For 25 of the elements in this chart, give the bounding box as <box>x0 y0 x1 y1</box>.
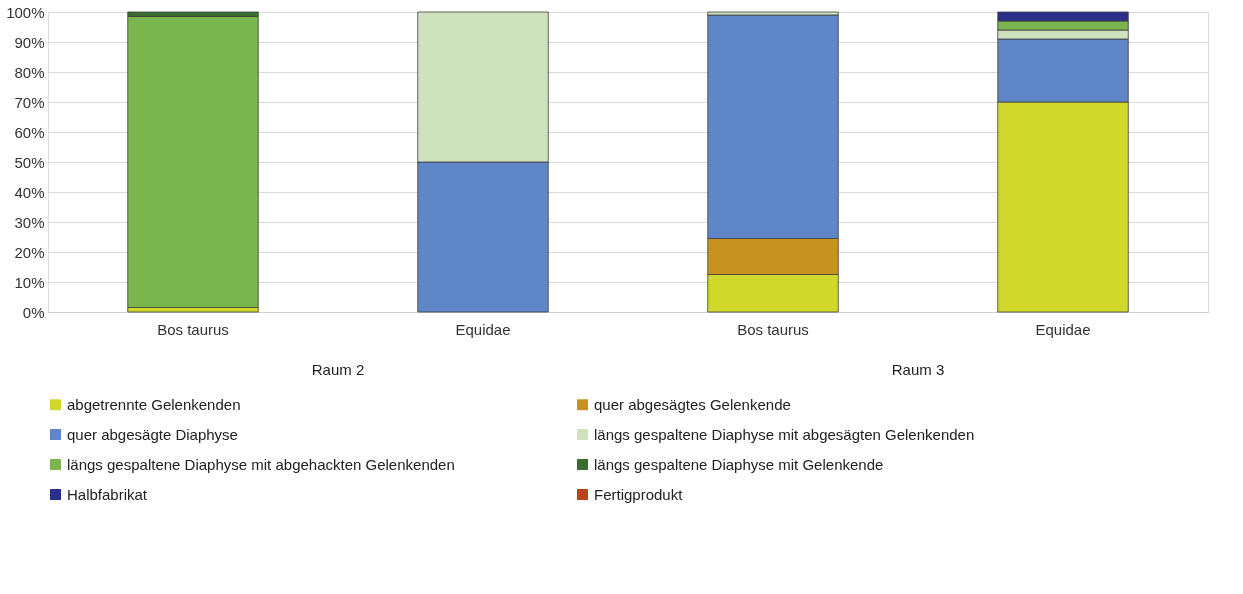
legend-label: längs gespaltene Diaphyse mit abgesägten Gelenkenden <box>594 425 975 443</box>
y-tick-label: 20% <box>14 243 45 261</box>
x-tick-label: Equidae <box>455 320 511 338</box>
y-tick-label: 100% <box>6 3 45 21</box>
y-tick-label: 50% <box>14 153 45 171</box>
y-tick-label: 90% <box>14 33 45 51</box>
legend-label: Halbfabrikat <box>67 485 148 503</box>
text: Raum 2 <box>311 361 365 378</box>
y-tick-label: 10% <box>14 273 45 291</box>
x-tick-label: Bos taurus <box>157 320 229 338</box>
x-tick-label: Equidae <box>1035 320 1091 338</box>
legend-label: längs gespaltene Diaphyse mit Gelenkende <box>594 455 884 473</box>
legend-label: Fertigprodukt <box>594 485 684 503</box>
y-tick-label: 30% <box>14 213 45 231</box>
y-tick-label: 80% <box>14 63 45 81</box>
y-tick-label: 70% <box>14 93 45 111</box>
legend-label: quer abgesägtes Gelenkende <box>594 395 791 413</box>
legend-label: längs gespaltene Diaphyse mit abgehackten Gelenkenden <box>67 455 455 473</box>
y-tick-label: 60% <box>14 123 45 141</box>
x-tick-label: Bos taurus <box>737 320 809 338</box>
y-tick-label: 0% <box>22 303 45 321</box>
legend-label: abgetrennte Gelenkenden <box>67 395 241 413</box>
text: Raum 3 <box>891 361 945 378</box>
legend-label: quer abgesägte Diaphyse <box>67 425 238 443</box>
y-tick-label: 40% <box>14 183 45 201</box>
